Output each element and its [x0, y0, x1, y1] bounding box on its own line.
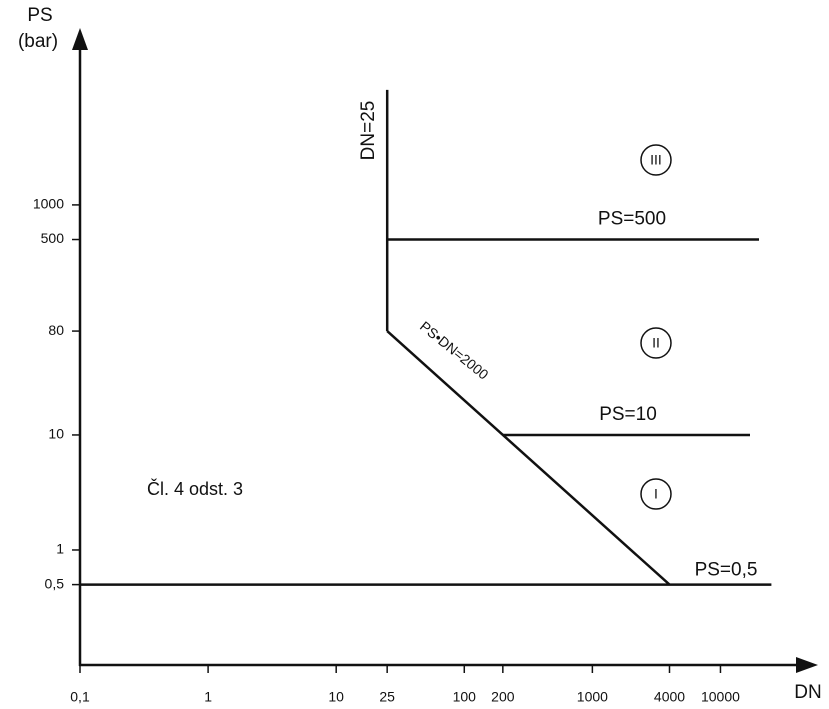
y-tick-label: 1000	[33, 196, 64, 212]
y-tick-label: 0,5	[45, 575, 65, 591]
region-label: III	[650, 152, 662, 168]
y-tick-label: 80	[48, 322, 64, 338]
region-circles	[640, 144, 672, 510]
y-arrow	[72, 28, 88, 50]
region-circle	[640, 144, 672, 176]
x-tick-label: 25	[379, 689, 395, 705]
y-tick-label: 10	[48, 426, 64, 442]
series-label: PS=0,5	[695, 560, 758, 581]
axes	[72, 28, 818, 673]
y-tick-label: 500	[41, 230, 65, 246]
series-label: PS•DN=2000	[417, 318, 492, 383]
series-label: PS=10	[599, 404, 657, 425]
annotation: Čl. 4 odst. 3	[147, 478, 243, 499]
x-tick-label: 0,1	[70, 689, 90, 705]
x-arrow	[796, 657, 818, 673]
series-line	[386, 330, 671, 586]
series-label: DN=25	[358, 101, 379, 161]
region-circle	[640, 478, 672, 510]
region-circle	[640, 327, 672, 359]
x-tick-label: 100	[453, 689, 477, 705]
x-tick-label: 200	[491, 689, 515, 705]
y-tick-label: 1	[56, 541, 64, 557]
x-tick-label: 10	[328, 689, 344, 705]
series-label: PS=500	[598, 209, 666, 230]
x-tick-label: 1000	[577, 689, 608, 705]
region-label: I	[654, 486, 658, 502]
x-tick-label: 4000	[654, 689, 685, 705]
x-tick-label: 1	[204, 689, 212, 705]
region-label: II	[652, 335, 660, 351]
y-axis-unit: (bar)	[18, 31, 58, 52]
x-tick-label: 10000	[701, 689, 740, 705]
x-axis-label: DN	[794, 682, 821, 703]
y-axis-label: PS	[27, 5, 52, 26]
